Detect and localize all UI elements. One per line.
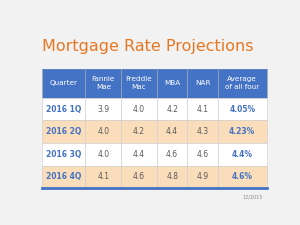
Text: 4.3: 4.3 [197,127,209,136]
FancyBboxPatch shape [85,98,121,120]
FancyBboxPatch shape [121,143,157,166]
FancyBboxPatch shape [157,120,188,143]
FancyBboxPatch shape [188,143,218,166]
Text: Quarter: Quarter [50,80,78,86]
Text: 2016 3Q: 2016 3Q [46,150,82,159]
FancyBboxPatch shape [157,69,188,98]
Text: 4.6: 4.6 [197,150,209,159]
Text: 4.4: 4.4 [166,127,178,136]
FancyBboxPatch shape [42,98,86,120]
FancyBboxPatch shape [121,69,157,98]
Text: Mortgage Rate Projections: Mortgage Rate Projections [42,39,254,54]
Text: MBA: MBA [164,80,180,86]
FancyBboxPatch shape [218,69,266,98]
Text: NAR: NAR [195,80,211,86]
Text: 2016 1Q: 2016 1Q [46,105,82,114]
Text: 4.1: 4.1 [97,172,109,181]
FancyBboxPatch shape [121,166,157,188]
Text: Fannie
Mae: Fannie Mae [92,76,115,90]
FancyBboxPatch shape [42,69,86,98]
Text: 4.8: 4.8 [166,172,178,181]
FancyBboxPatch shape [42,143,86,166]
FancyBboxPatch shape [188,166,218,188]
Text: 4.0: 4.0 [97,127,110,136]
FancyBboxPatch shape [85,166,121,188]
Text: 4.6: 4.6 [166,150,178,159]
Text: 2016 4Q: 2016 4Q [46,172,82,181]
Text: 4.4%: 4.4% [232,150,253,159]
Text: Average
of all four: Average of all four [225,76,260,90]
FancyBboxPatch shape [121,98,157,120]
Text: 4.2: 4.2 [166,105,178,114]
Text: 4.4: 4.4 [133,150,145,159]
FancyBboxPatch shape [157,166,188,188]
FancyBboxPatch shape [188,98,218,120]
FancyBboxPatch shape [188,69,218,98]
FancyBboxPatch shape [85,143,121,166]
FancyBboxPatch shape [218,120,266,143]
FancyBboxPatch shape [121,120,157,143]
Text: 4.6%: 4.6% [232,172,253,181]
FancyBboxPatch shape [218,143,266,166]
FancyBboxPatch shape [42,120,86,143]
FancyBboxPatch shape [157,98,188,120]
Text: 4.1: 4.1 [197,105,209,114]
FancyBboxPatch shape [85,69,121,98]
Text: 2016 2Q: 2016 2Q [46,127,82,136]
Text: 4.9: 4.9 [197,172,209,181]
FancyBboxPatch shape [218,166,266,188]
Text: Freddie
Mac: Freddie Mac [126,76,152,90]
Text: 4.6: 4.6 [133,172,145,181]
FancyBboxPatch shape [188,120,218,143]
FancyBboxPatch shape [218,98,266,120]
Text: 4.0: 4.0 [133,105,145,114]
Text: 12/2015: 12/2015 [243,194,263,199]
Text: 4.2: 4.2 [133,127,145,136]
Text: 4.05%: 4.05% [229,105,255,114]
Text: 4.0: 4.0 [97,150,110,159]
Text: 3.9: 3.9 [97,105,110,114]
FancyBboxPatch shape [42,166,86,188]
FancyBboxPatch shape [157,143,188,166]
FancyBboxPatch shape [85,120,121,143]
Text: 4.23%: 4.23% [229,127,255,136]
